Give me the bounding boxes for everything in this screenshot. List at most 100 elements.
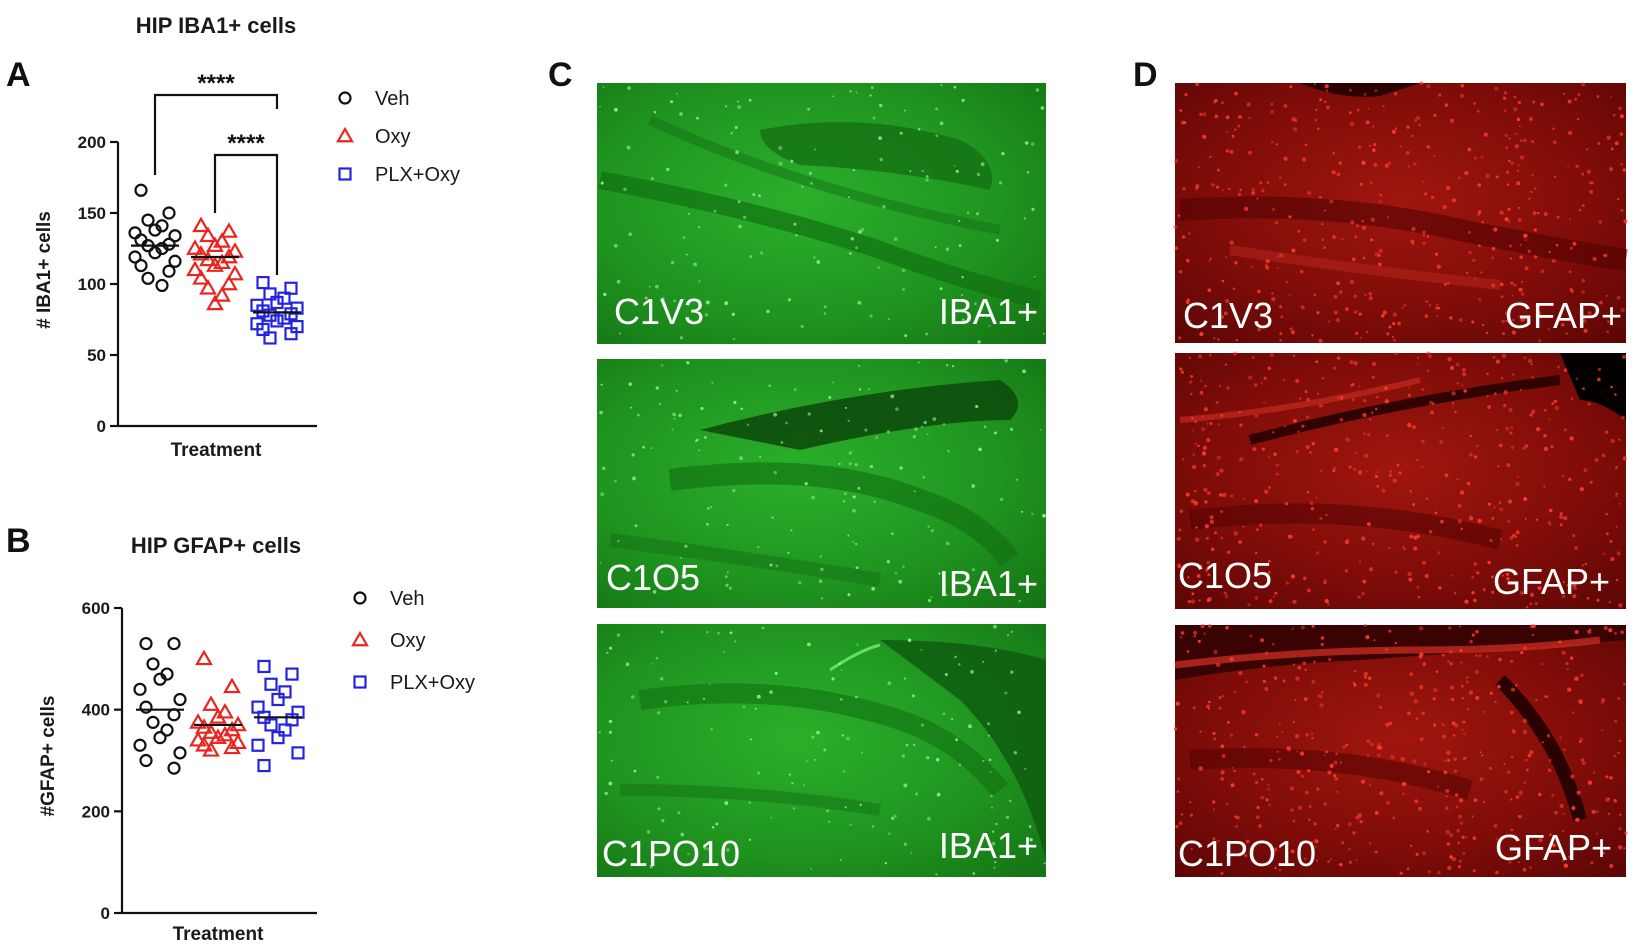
cell-speck — [1209, 519, 1215, 524]
cell-speck — [775, 564, 779, 568]
cell-speck — [1547, 768, 1552, 773]
cell-speck — [990, 794, 993, 798]
cell-speck — [1201, 416, 1204, 418]
cell-speck — [1446, 758, 1451, 763]
cell-speck — [1583, 468, 1588, 473]
cell-speck — [1412, 425, 1416, 430]
cell-speck — [1602, 254, 1605, 257]
cell-speck — [1413, 162, 1417, 166]
cell-speck — [1554, 810, 1558, 815]
data-point-oxy — [226, 264, 244, 281]
cell-speck — [1355, 815, 1360, 820]
cell-speck — [912, 435, 916, 439]
cell-speck — [1461, 728, 1464, 731]
cell-speck — [795, 234, 798, 237]
cell-speck — [1531, 140, 1534, 143]
cell-speck — [1174, 727, 1178, 731]
cell-speck — [1368, 418, 1372, 421]
cell-speck — [1472, 258, 1476, 262]
cell-speck — [1500, 295, 1504, 299]
cell-speck — [1267, 559, 1271, 563]
cell-speck — [1537, 311, 1541, 315]
cell-speck — [1426, 369, 1430, 372]
cell-speck — [1480, 155, 1484, 159]
cell-speck — [980, 162, 985, 167]
cell-speck — [1558, 515, 1564, 520]
cell-speck — [608, 730, 613, 734]
cell-speck — [678, 413, 682, 418]
cell-speck — [1301, 424, 1305, 428]
cell-speck — [1400, 756, 1405, 762]
cell-speck — [1214, 114, 1219, 119]
cell-speck — [1230, 494, 1234, 498]
cell-speck — [1210, 547, 1215, 552]
cell-speck — [1181, 235, 1186, 239]
cell-speck — [1504, 217, 1509, 222]
cell-speck — [903, 783, 908, 788]
cell-speck — [1563, 368, 1568, 373]
cell-speck — [1511, 728, 1515, 732]
cell-speck — [1614, 141, 1619, 146]
cell-speck — [1179, 509, 1184, 514]
cell-speck — [1434, 252, 1439, 256]
cell-speck — [766, 309, 770, 314]
cell-speck — [671, 428, 674, 431]
cell-speck — [848, 451, 852, 455]
cell-speck — [1491, 256, 1494, 259]
data-point-oxy — [213, 232, 231, 248]
cell-speck — [1021, 510, 1024, 513]
cell-speck — [1235, 338, 1239, 342]
cell-speck — [1294, 699, 1297, 702]
cell-speck — [1472, 869, 1476, 873]
cell-speck — [1263, 401, 1266, 404]
cell-speck — [730, 132, 733, 135]
cell-speck — [1454, 769, 1457, 773]
cell-speck — [852, 169, 855, 172]
cell-speck — [769, 563, 773, 567]
cell-speck — [1605, 775, 1609, 779]
cell-speck — [1349, 360, 1354, 365]
cell-speck — [1292, 354, 1296, 357]
cell-speck — [1320, 636, 1325, 640]
cell-speck — [1195, 526, 1198, 529]
cell-speck — [1204, 384, 1207, 388]
cell-speck — [858, 230, 862, 234]
cell-speck — [1467, 147, 1472, 152]
cell-speck — [1377, 254, 1381, 257]
cell-speck — [1567, 165, 1570, 168]
cell-speck — [993, 624, 997, 629]
cell-speck — [1254, 414, 1259, 418]
cell-speck — [1419, 737, 1424, 742]
cell-speck — [1024, 767, 1027, 770]
cell-speck — [1271, 296, 1276, 302]
cell-speck — [1211, 183, 1215, 187]
cell-speck — [955, 169, 959, 173]
cell-speck — [613, 107, 618, 112]
cell-speck — [1260, 777, 1264, 781]
cell-speck — [1207, 573, 1211, 577]
data-point-oxy — [213, 286, 231, 302]
cell-speck — [1605, 294, 1608, 297]
cell-speck — [1307, 190, 1312, 196]
cell-speck — [1360, 779, 1366, 784]
cell-speck — [879, 157, 883, 162]
cell-speck — [1332, 151, 1336, 155]
cell-speck — [1311, 334, 1314, 337]
cell-speck — [1194, 420, 1197, 423]
cell-speck — [1512, 318, 1515, 322]
cell-speck — [838, 462, 841, 466]
cell-speck — [1552, 140, 1557, 144]
cell-speck — [1264, 489, 1269, 495]
cell-speck — [1457, 865, 1462, 869]
cell-speck — [1295, 378, 1300, 384]
cell-speck — [1613, 754, 1616, 758]
cell-speck — [617, 539, 620, 543]
cell-speck — [1215, 400, 1219, 404]
cell-speck — [1005, 300, 1009, 304]
cell-speck — [925, 178, 929, 182]
cell-speck — [1522, 646, 1528, 651]
cell-speck — [1265, 651, 1269, 655]
cell-speck — [1487, 405, 1492, 409]
data-point-plx-oxy — [270, 314, 284, 328]
